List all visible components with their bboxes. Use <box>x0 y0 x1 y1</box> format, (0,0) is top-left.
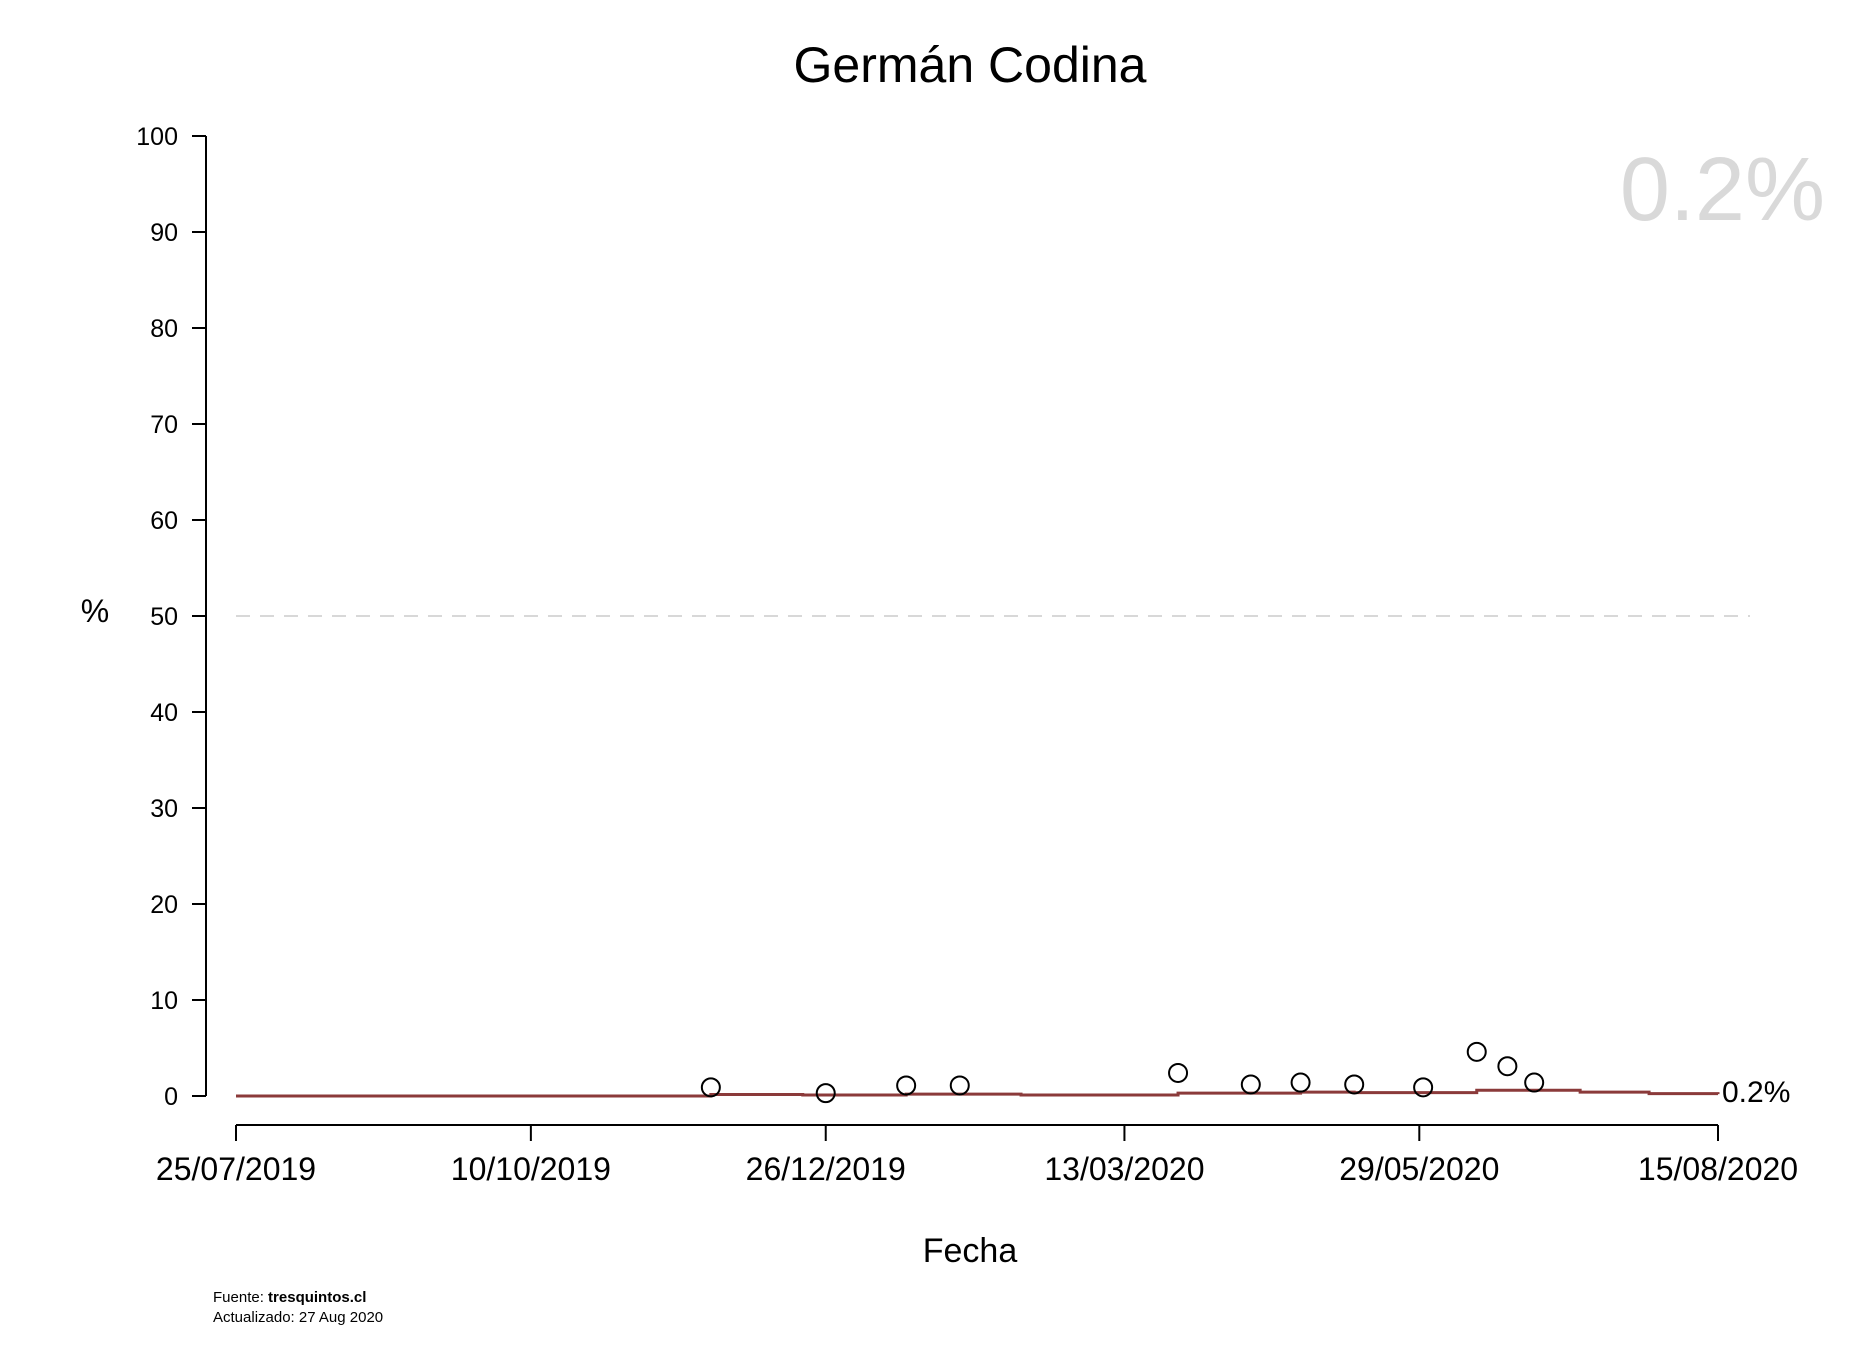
y-tick-label: 60 <box>150 507 178 535</box>
y-axis: 0 10 20 30 40 50 60 70 80 90 100 <box>136 123 207 1111</box>
x-tick-label: 26/12/2019 <box>746 1151 906 1187</box>
y-tick-label: 30 <box>150 795 178 823</box>
y-tick-label: 70 <box>150 411 178 439</box>
data-point <box>949 1075 970 1096</box>
y-tick-label: 100 <box>136 123 178 151</box>
chart-title: Germán Codina <box>794 37 1147 93</box>
watermark-value: 0.2% <box>1620 140 1825 240</box>
x-tick-label: 25/07/2019 <box>156 1151 316 1187</box>
y-tick-label: 80 <box>150 315 178 343</box>
data-point <box>1413 1077 1434 1098</box>
x-axis: 25/07/2019 10/10/2019 26/12/2019 13/03/2020… <box>156 1124 1798 1187</box>
footer-source: Fuente: tresquintos.cl <box>213 1289 366 1306</box>
x-axis-label: Fecha <box>923 1232 1018 1270</box>
data-point <box>1497 1056 1518 1077</box>
x-tick-label: 29/05/2020 <box>1339 1151 1499 1187</box>
x-tick-label: 10/10/2019 <box>451 1151 611 1187</box>
data-point <box>896 1075 917 1096</box>
trend-line <box>236 1088 1720 1098</box>
x-tick-label: 15/08/2020 <box>1638 1151 1798 1187</box>
y-tick-label: 40 <box>150 699 178 727</box>
current-value-label: 0.2% <box>1722 1076 1790 1109</box>
data-point <box>1524 1072 1545 1093</box>
data-point <box>1290 1072 1311 1093</box>
y-tick-label: 90 <box>150 219 178 247</box>
footer-source-prefix: Fuente: <box>213 1289 268 1306</box>
data-point <box>700 1077 721 1098</box>
data-point <box>1240 1074 1261 1095</box>
y-axis-label: % <box>81 593 109 629</box>
x-tick-label: 13/03/2020 <box>1044 1151 1204 1187</box>
data-point <box>1466 1041 1487 1062</box>
trend-line-group <box>236 1088 1720 1098</box>
data-points <box>700 1041 1545 1104</box>
y-tick-label: 50 <box>150 603 178 631</box>
y-tick-label: 10 <box>150 987 178 1015</box>
data-point <box>1168 1062 1189 1083</box>
y-tick-label: 20 <box>150 891 178 919</box>
data-point <box>1344 1074 1365 1095</box>
y-tick-label: 0 <box>164 1083 178 1111</box>
data-point <box>815 1083 836 1104</box>
footer-source-name: tresquintos.cl <box>268 1289 366 1306</box>
footer-updated: Actualizado: 27 Aug 2020 <box>213 1309 383 1326</box>
